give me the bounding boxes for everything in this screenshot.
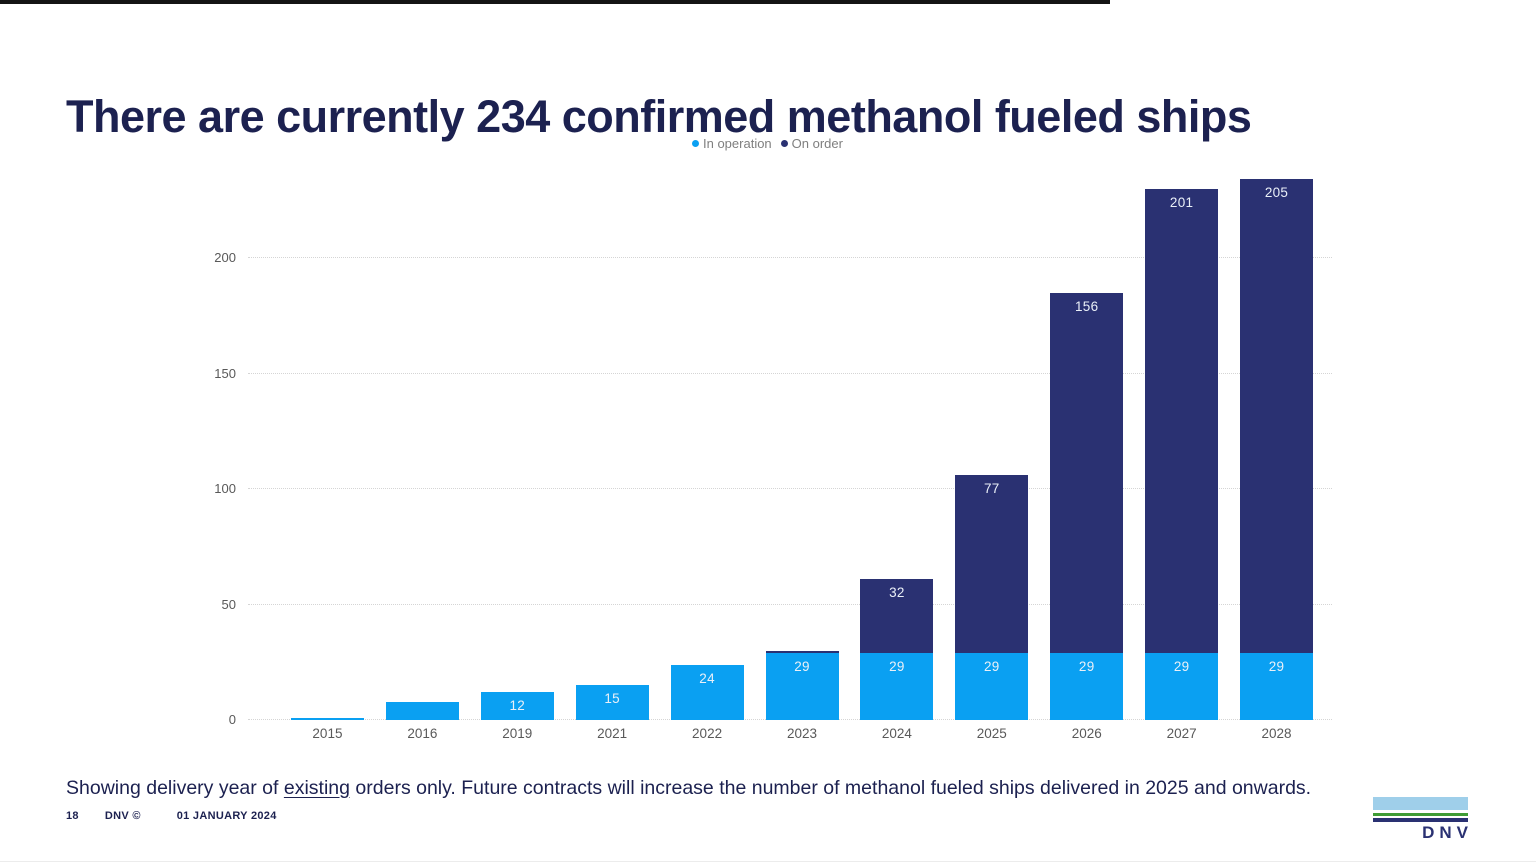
x-tick-label-2019: 2019: [502, 726, 533, 741]
bar-segment-on-order-2028: 205: [1240, 179, 1314, 654]
page-title: There are currently 234 confirmed methan…: [66, 91, 1252, 143]
bar-stack-2022: 24: [670, 178, 744, 720]
bar-value-label: 32: [889, 585, 905, 601]
x-tick-label-2026: 2026: [1071, 726, 1102, 741]
x-tick-label-2016: 2016: [407, 726, 438, 741]
logo-lightblue-band: [1373, 797, 1468, 810]
bar-value-label: 12: [509, 698, 526, 714]
bar-value-label: 156: [1075, 298, 1099, 314]
page-number: 18: [66, 810, 79, 822]
legend-item-1: On order: [780, 136, 843, 151]
legend-label: In operation: [703, 136, 772, 151]
bar-segment-on-order-2026: 156: [1050, 292, 1124, 654]
bar-value-label: 24: [699, 670, 715, 686]
bar-value-label: 29: [1268, 659, 1285, 675]
bar-value-label: 201: [1169, 194, 1194, 210]
y-tick-label-0: 0: [228, 712, 236, 727]
footnote-text-after: orders only. Future contracts will incre…: [350, 776, 1312, 799]
bars-layer: 12 15 24 29 29 32 29 77 29 156 29 201 29 205: [280, 178, 1324, 720]
slide-top-accent-bar: [0, 0, 1110, 4]
dnv-logo: DNV: [1373, 797, 1468, 843]
chart-legend: In operation On order: [692, 136, 843, 151]
legend-label: On order: [791, 136, 843, 151]
stacked-bar-chart: 0 50 100 150 200 12 15 24 29 29 32 29 77 29 156 29 201 2…: [214, 178, 1332, 741]
bar-segment-on-order-2027: 201: [1145, 188, 1219, 654]
bar-segment-in-operation-2024: 29: [860, 653, 934, 720]
y-tick-label-200: 200: [214, 250, 236, 265]
x-tick-label-2023: 2023: [786, 726, 817, 741]
bar-segment-in-operation-2026: 29: [1050, 653, 1124, 720]
footnote-text-underlined: existing: [283, 776, 350, 799]
bar-segment-in-operation-2027: 29: [1145, 653, 1219, 720]
bar-value-label: 77: [984, 481, 1000, 497]
bar-value-label: 29: [794, 659, 810, 675]
y-tick-label-150: 150: [214, 365, 236, 381]
bar-segment-in-operation-2022: 24: [670, 664, 744, 720]
bar-segment-in-operation-2025: 29: [955, 653, 1029, 720]
copyright-label: DNV ©: [104, 810, 141, 822]
footnote: Showing delivery year of existing orders…: [66, 777, 1486, 800]
bar-segment-in-operation-2021: 15: [575, 685, 649, 720]
x-tick-label-2022: 2022: [692, 726, 723, 741]
logo-green-line: [1373, 813, 1468, 816]
x-tick-label-2025: 2025: [976, 726, 1007, 741]
bar-stack-2023: 29: [765, 178, 839, 720]
legend-dot-icon: [692, 140, 699, 147]
bar-stack-2015: [290, 178, 364, 720]
bar-stack-2025: 29 77: [955, 178, 1029, 720]
bar-segment-in-operation-2019: 12: [480, 692, 554, 720]
bar-segment-in-operation-2016: [385, 701, 459, 720]
legend-item-0: In operation: [692, 136, 772, 151]
bar-stack-2024: 29 32: [860, 178, 934, 720]
bar-stack-2021: 15: [575, 178, 649, 720]
bar-value-label: 29: [1173, 659, 1190, 675]
bar-value-label: 29: [984, 659, 1000, 675]
x-tick-label-2021: 2021: [597, 726, 628, 741]
bar-stack-2016: [385, 178, 459, 720]
bar-segment-on-order-2025: 77: [955, 475, 1029, 654]
bar-stack-2027: 29 201: [1145, 178, 1219, 720]
bar-stack-2026: 29 156: [1050, 178, 1124, 720]
x-axis-labels: 2015 2016 2019 2021 2022 2023 2024 2025 2026 2027…: [280, 720, 1324, 742]
gridline-50: [248, 603, 1332, 605]
bar-value-label: 15: [604, 691, 620, 707]
bar-value-label: 205: [1264, 185, 1289, 201]
bar-segment-in-operation-2015: [290, 717, 364, 720]
bar-value-label: 29: [889, 659, 905, 675]
bar-value-label: 29: [1078, 659, 1095, 675]
gridline-100: [248, 488, 1332, 489]
y-tick-label-50: 50: [221, 596, 236, 612]
bar-stack-2028: 29 205: [1240, 178, 1314, 720]
bar-segment-in-operation-2028: 29: [1240, 653, 1314, 720]
bar-segment-on-order-2024: 32: [860, 579, 934, 654]
y-tick-label-100: 100: [214, 481, 236, 496]
bar-segment-in-operation-2023: 29: [765, 653, 839, 720]
x-tick-label-2027: 2027: [1166, 726, 1197, 741]
x-tick-label-2015: 2015: [312, 726, 343, 741]
footnote-text-before: Showing delivery year of: [66, 776, 284, 799]
bar-stack-2019: 12: [480, 178, 554, 720]
logo-navy-line: [1373, 818, 1468, 822]
x-tick-label-2028: 2028: [1261, 726, 1292, 741]
gridline-200: [248, 257, 1332, 258]
logo-wordmark: DNV: [1422, 823, 1473, 842]
legend-dot-icon: [780, 140, 788, 147]
bar-segment-on-order-2023: [765, 650, 839, 654]
x-tick-label-2024: 2024: [881, 726, 912, 741]
gridline-150: [248, 372, 1332, 374]
slide-footer: 18 DNV © 01 JANUARY 2024: [66, 810, 277, 822]
footer-date: 01 JANUARY 2024: [176, 810, 277, 822]
